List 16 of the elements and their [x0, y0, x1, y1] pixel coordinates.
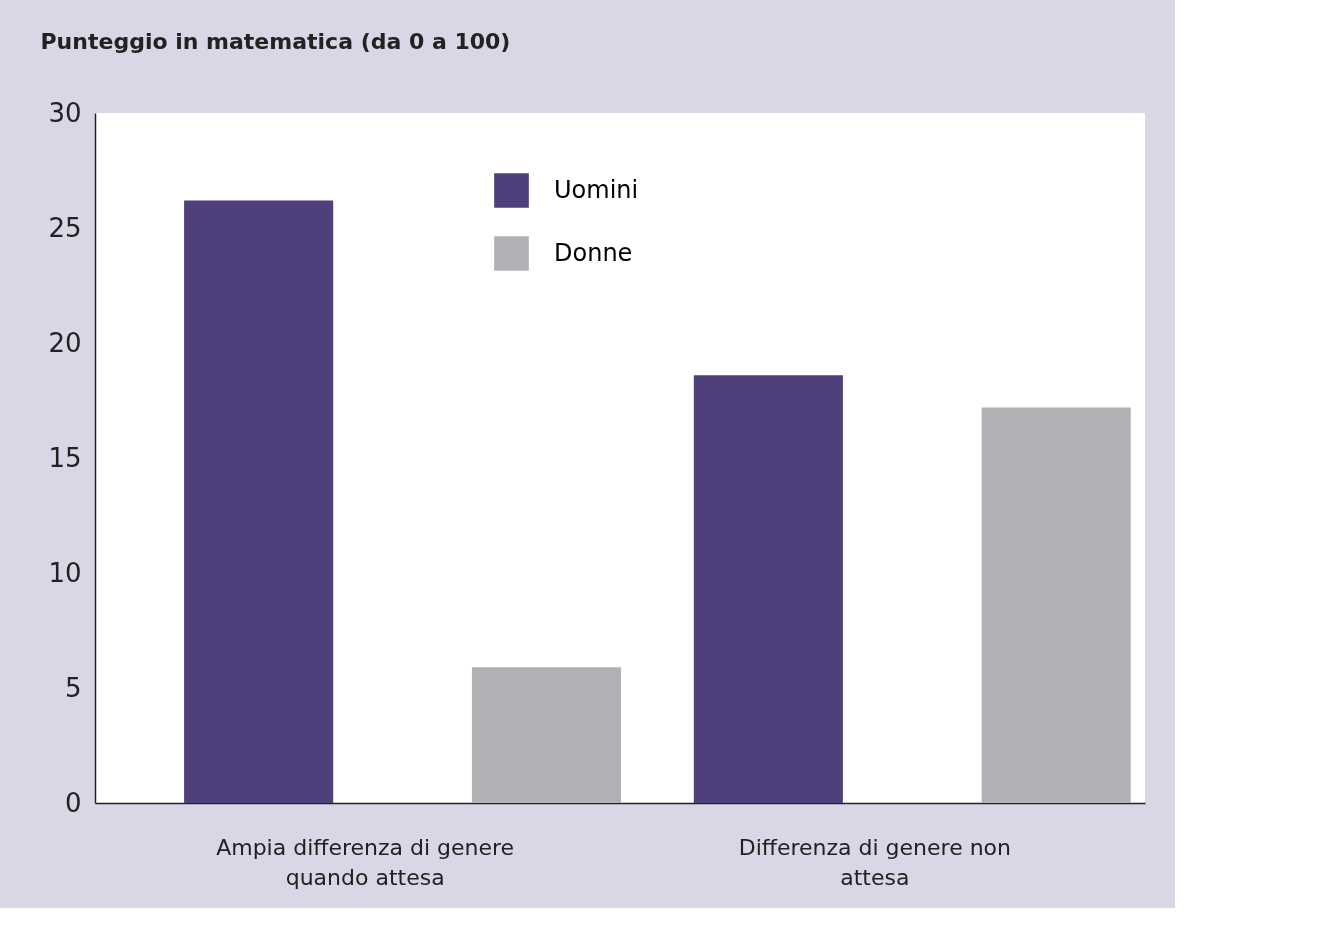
- x-tick-label: Ampia differenza di genere quando attesa: [216, 834, 515, 890]
- y-tick-label: 30: [48, 97, 82, 128]
- bar: [471, 667, 622, 803]
- legend-label: Donne: [554, 238, 633, 267]
- y-tick-label: 0: [64, 787, 82, 818]
- x-tick-label: Differenza di genere non attesa: [738, 834, 1011, 890]
- y-tick-label: 15: [48, 442, 82, 473]
- bar: [693, 375, 843, 803]
- y-tick-label: 25: [48, 212, 82, 243]
- y-tick-label: 10: [48, 557, 82, 588]
- legend-label: Uomini: [554, 175, 639, 204]
- bar: [981, 407, 1131, 803]
- y-axis-title: Punteggio in matematica (da 0 a 100): [40, 28, 511, 54]
- y-tick-label: 20: [48, 327, 82, 358]
- bar: [184, 200, 334, 803]
- y-tick-label: 5: [64, 672, 82, 703]
